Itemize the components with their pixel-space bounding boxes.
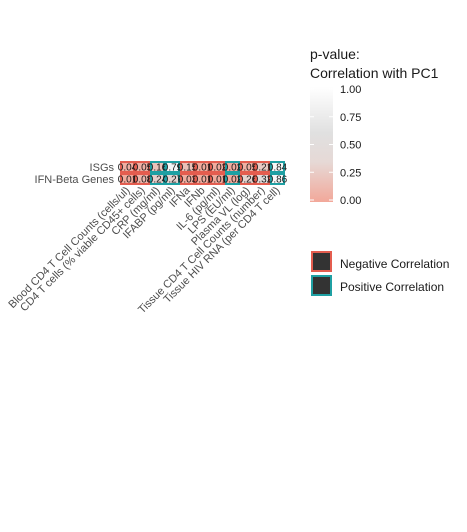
heatmap-cell-label: 0.27 — [163, 175, 183, 186]
heatmap-cell — [270, 173, 285, 185]
heatmap-cell-label: 0.16 — [148, 163, 168, 174]
colorbar-ticks: 1.00 0.75 0.50 0.25 0.00 — [310, 84, 361, 207]
pvalue-legend: p-value: Correlation with PC1 1.00 0.75 0.… — [310, 46, 439, 207]
heatmap-cell — [165, 161, 180, 173]
heatmap-cell — [195, 173, 210, 185]
column-labels: Blood CD4 T Cell Counts (cells/ul)CD4 T … — [6, 184, 282, 316]
heatmap-cell — [270, 161, 285, 173]
heatmap-cell-label: 0.32 — [253, 175, 273, 186]
row-label: ISGs — [90, 162, 115, 174]
heatmap-cell-label: 0.84 — [268, 163, 288, 174]
row-label: IFN-Beta Genes — [35, 174, 115, 186]
heatmap-cell — [225, 161, 240, 173]
heatmap-cell — [150, 173, 165, 185]
heatmap-cell-label: 0.02 — [223, 163, 243, 174]
heatmap-cell — [120, 161, 135, 173]
heatmap-cell-label: 0.21 — [253, 163, 273, 174]
heatmap-cell — [180, 173, 195, 185]
heatmap-cell-label: 0.02 — [223, 175, 243, 186]
heatmap-cell — [135, 173, 150, 185]
heatmap-cell-label: 0.79 — [163, 163, 183, 174]
positive-correlation-label: Positive Correlation — [340, 280, 444, 294]
colorbar-tick-label: 0.75 — [340, 112, 361, 124]
column-label: CD4 T cells (% viable CD45+ cells) — [18, 185, 147, 314]
colorbar-tick-label: 0.00 — [340, 195, 361, 207]
heatmap-cell — [255, 173, 270, 185]
heatmap-cell-label: 0.24 — [148, 175, 168, 186]
heatmap-cell-label: 0.26 — [238, 175, 258, 186]
heatmap-cell-label: 0.04 — [118, 163, 138, 174]
negative-correlation-label: Negative Correlation — [340, 257, 449, 271]
heatmap-cell — [240, 161, 255, 173]
heatmap-cell — [210, 161, 225, 173]
heatmap-cell-label: 0.05 — [238, 163, 258, 174]
heatmap-cell — [120, 173, 135, 185]
heatmap-cell — [210, 173, 225, 185]
heatmap-cell-label: 0.01 — [193, 163, 213, 174]
heatmap-cell-label: 0.05 — [133, 163, 153, 174]
heatmap-cell — [180, 161, 195, 173]
legend-title-line2: Correlation with PC1 — [310, 65, 439, 81]
positive-correlation-swatch — [311, 275, 332, 296]
heatmap-cell — [255, 161, 270, 173]
colorbar-tick-label: 1.00 — [340, 84, 361, 96]
pvalue-colorbar — [310, 87, 333, 202]
heatmap-cell — [135, 161, 150, 173]
heatmap-panel: 0.040.050.160.790.150.010.020.020.050.21… — [118, 161, 288, 186]
heatmap-cell-label: 0.01 — [118, 175, 138, 186]
heatmap-cell — [195, 161, 210, 173]
heatmap-cell — [150, 161, 165, 173]
column-label: Blood CD4 T Cell Counts (cells/ul) — [6, 185, 132, 311]
colorbar-tick-label: 0.50 — [340, 140, 361, 152]
colorbar-tick-label: 0.25 — [340, 167, 361, 179]
legend-title-line1: p-value: — [310, 46, 360, 62]
negative-correlation-swatch — [311, 251, 332, 272]
heatmap-cell-label: 0.02 — [208, 163, 228, 174]
heatmap-cell-label: 0.86 — [268, 175, 288, 186]
heatmap-cell-label: 0.01 — [208, 175, 228, 186]
heatmap-cell — [165, 173, 180, 185]
heatmap-cell — [240, 173, 255, 185]
heatmap-cell-label: 0.08 — [133, 175, 153, 186]
heatmap-cell-label: 0.01 — [193, 175, 213, 186]
heatmap-cell-label: 0.15 — [178, 163, 198, 174]
correlation-border-legend: Negative Correlation Positive Correlatio… — [311, 251, 449, 296]
heatmap-cell — [225, 173, 240, 185]
heatmap-cell-label: 0.03 — [178, 175, 198, 186]
